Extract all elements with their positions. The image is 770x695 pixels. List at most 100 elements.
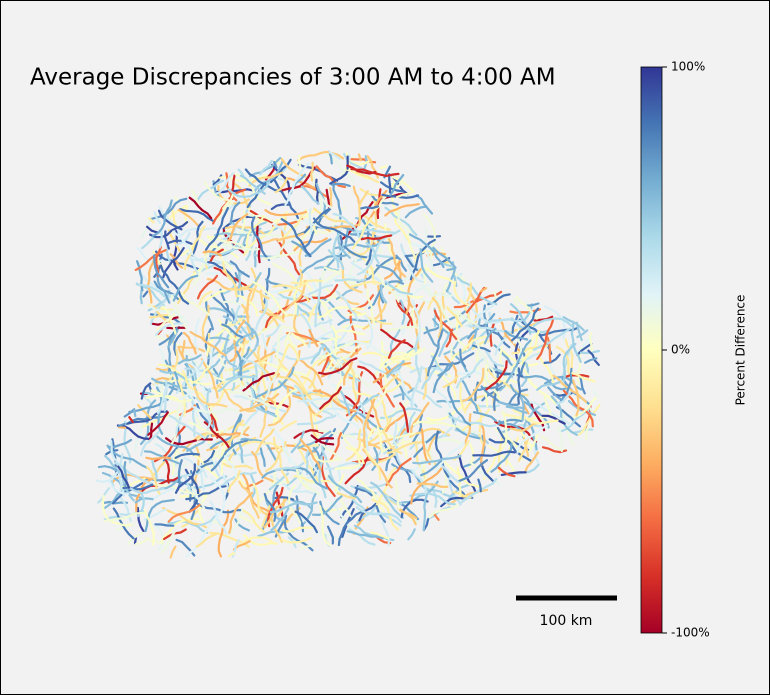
road [330, 396, 362, 433]
road [210, 294, 236, 324]
road [188, 196, 213, 220]
road [262, 335, 271, 373]
road [216, 188, 255, 194]
road [354, 486, 373, 497]
road [358, 360, 401, 375]
road [229, 437, 251, 469]
road [279, 420, 297, 432]
road [321, 443, 343, 461]
road [128, 486, 165, 494]
road [576, 342, 593, 357]
road [293, 314, 308, 341]
colorbar [640, 66, 663, 634]
road [168, 414, 206, 440]
road [283, 177, 320, 190]
road [201, 449, 216, 465]
road [318, 342, 354, 358]
road [317, 306, 365, 319]
map-title: Average Discrepancies of 3:00 AM to 4:00… [30, 65, 556, 91]
road [307, 303, 318, 322]
road [375, 467, 397, 507]
road [362, 410, 370, 449]
road [259, 310, 279, 317]
road [205, 387, 211, 414]
road [497, 466, 516, 478]
road [149, 221, 189, 239]
road [427, 286, 456, 328]
road [401, 410, 437, 425]
road [220, 240, 252, 251]
road [145, 456, 172, 461]
road [517, 367, 522, 405]
road [579, 375, 586, 395]
road [362, 414, 369, 452]
road [274, 461, 305, 471]
road [441, 458, 457, 474]
road [393, 421, 398, 447]
road [480, 385, 519, 406]
road [433, 513, 440, 521]
road [388, 173, 392, 194]
road [409, 238, 436, 281]
road [116, 523, 136, 531]
road [592, 390, 599, 398]
road [214, 460, 230, 490]
road [420, 460, 442, 477]
road [384, 203, 420, 217]
road [264, 209, 308, 217]
road [301, 254, 347, 274]
road [480, 461, 495, 483]
road [202, 250, 222, 257]
road [209, 476, 226, 520]
road [584, 426, 589, 441]
road [351, 309, 393, 325]
road [468, 325, 512, 334]
road [163, 378, 212, 386]
road [365, 242, 380, 265]
road [567, 400, 597, 417]
road [519, 396, 525, 422]
road [318, 455, 327, 499]
road [300, 390, 317, 438]
road [532, 317, 573, 328]
road [101, 495, 132, 527]
road [523, 451, 540, 474]
road [456, 276, 498, 306]
road [310, 347, 322, 365]
road [346, 164, 377, 175]
road [410, 307, 417, 327]
road [280, 537, 312, 544]
road [432, 361, 454, 394]
road [363, 446, 382, 481]
road [555, 391, 572, 405]
road [142, 290, 149, 298]
road [481, 385, 504, 402]
road [485, 360, 508, 391]
road [485, 360, 501, 401]
road [330, 501, 361, 535]
road [164, 230, 170, 250]
road [143, 450, 180, 465]
road [224, 225, 267, 237]
road [455, 357, 487, 389]
road [263, 296, 282, 324]
road [488, 438, 530, 452]
road [293, 442, 319, 481]
road [471, 344, 491, 353]
road [248, 156, 282, 178]
road [256, 366, 295, 398]
road [508, 388, 529, 405]
road [420, 428, 431, 465]
road [362, 301, 388, 330]
road [426, 267, 455, 284]
road [270, 480, 291, 485]
road [456, 466, 462, 499]
road [431, 296, 443, 339]
road [512, 409, 559, 425]
road [446, 306, 463, 328]
road [191, 485, 206, 509]
road [496, 426, 533, 463]
road [389, 174, 405, 197]
road [485, 318, 523, 325]
road [192, 254, 210, 267]
